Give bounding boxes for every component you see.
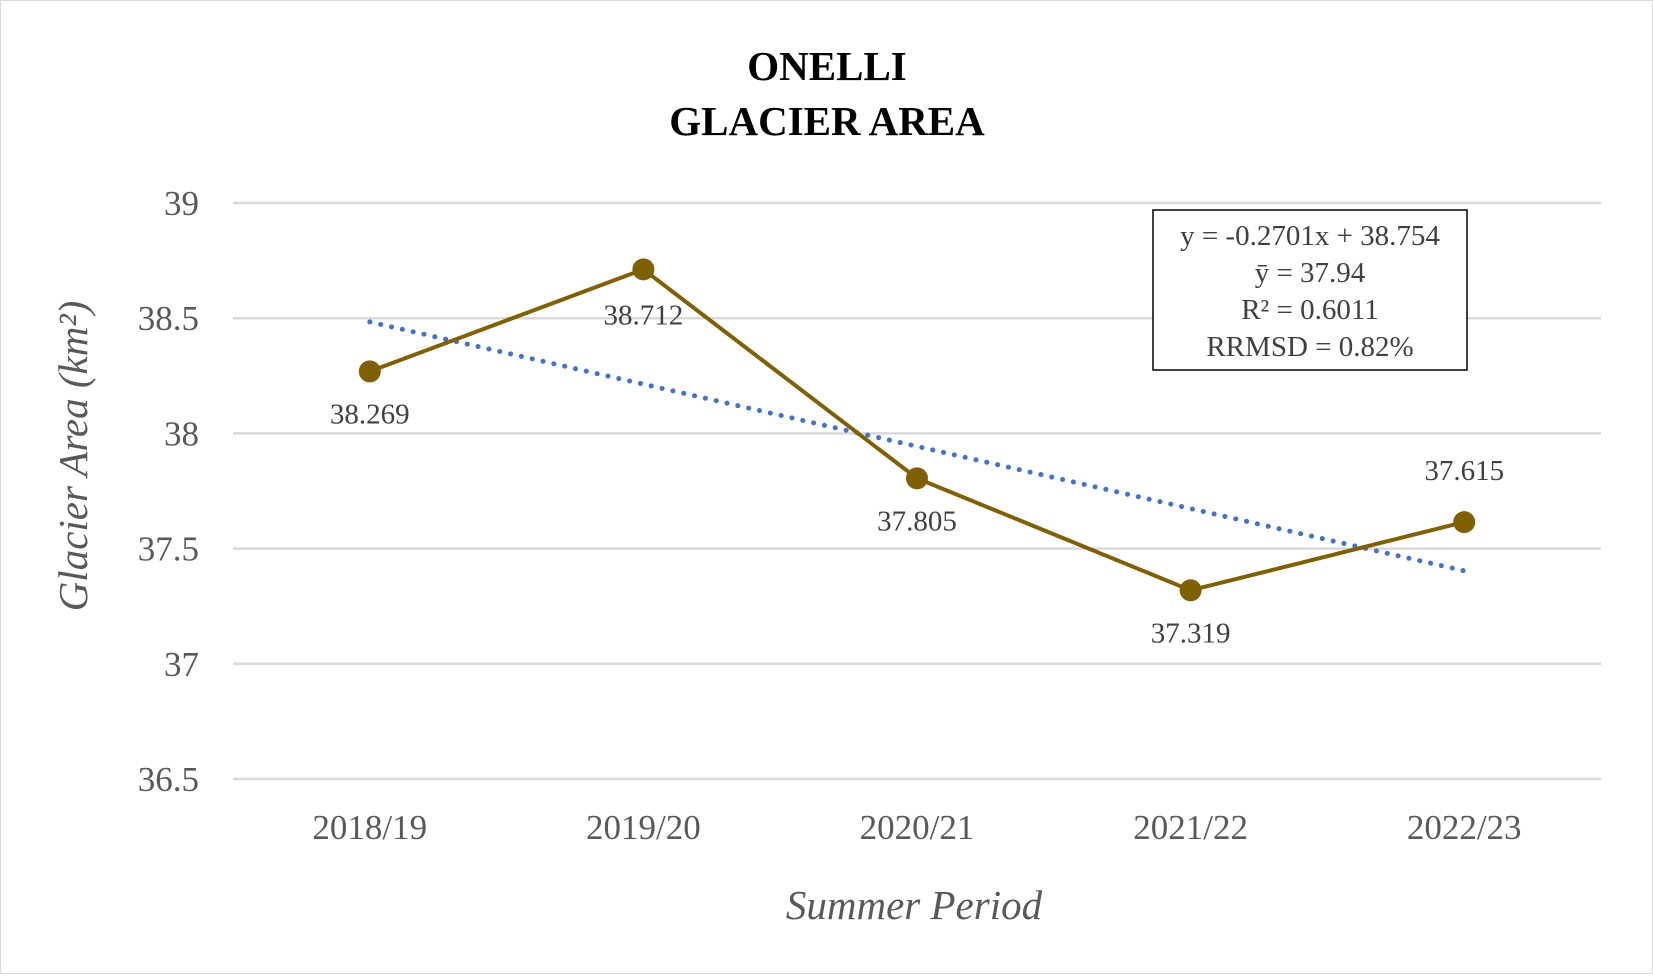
- chart-title-line-2: GLACIER AREA: [669, 98, 985, 144]
- gridlines: [233, 201, 1601, 781]
- equation-line: R² = 0.6011: [1241, 294, 1379, 326]
- y-axis-ticks: 36.5 37 37.5 38 38.5 39: [138, 184, 199, 799]
- x-axis-ticks: 2018/19 2019/20 2020/21 2021/22 2022/23: [312, 808, 1521, 847]
- x-tick-label: 2019/20: [586, 808, 701, 847]
- equation-box-border: [1152, 209, 1468, 371]
- series: [358, 258, 1476, 602]
- x-tick-label: 2022/23: [1407, 808, 1522, 847]
- data-label: 37.615: [1424, 455, 1504, 487]
- y-tick-label: 37.5: [138, 530, 199, 569]
- equation-line: RRMSD = 0.82%: [1206, 331, 1413, 363]
- y-axis-title: Glacier Area (km²): [50, 301, 96, 612]
- y-tick-label: 39: [164, 184, 199, 223]
- x-axis-title: Summer Period: [786, 882, 1043, 928]
- data-point: [1179, 579, 1202, 602]
- data-label: 38.712: [604, 299, 684, 331]
- data-point: [1453, 511, 1476, 534]
- linear-trendline: [367, 319, 1467, 574]
- data-point: [632, 258, 655, 281]
- equation-box: y = -0.2701x + 38.754 ȳ = 37.94 R² = 0.601…: [1152, 209, 1468, 371]
- data-label: 37.319: [1151, 617, 1231, 649]
- data-point: [906, 467, 928, 490]
- y-tick-label: 38.5: [138, 299, 199, 338]
- data-labels: 38.269 38.712 37.805 37.319 37.615: [330, 299, 1504, 649]
- y-tick-label: 38: [164, 414, 199, 453]
- equation-line: y = -0.2701x + 38.754: [1180, 220, 1440, 252]
- y-tick-label: 36.5: [138, 760, 199, 799]
- x-tick-label: 2020/21: [860, 808, 975, 847]
- chart-title: ONELLI GLACIER AREA: [669, 43, 985, 144]
- data-label: 37.805: [877, 505, 957, 537]
- data-point: [358, 360, 381, 383]
- x-tick-label: 2018/19: [312, 808, 427, 847]
- x-tick-label: 2021/22: [1133, 808, 1248, 847]
- equation-line: ȳ = 37.94: [1255, 257, 1366, 289]
- chart-title-line-1: ONELLI: [747, 43, 907, 89]
- trendline: [367, 319, 1467, 574]
- y-tick-label: 37: [164, 645, 199, 684]
- data-label: 38.269: [330, 398, 410, 430]
